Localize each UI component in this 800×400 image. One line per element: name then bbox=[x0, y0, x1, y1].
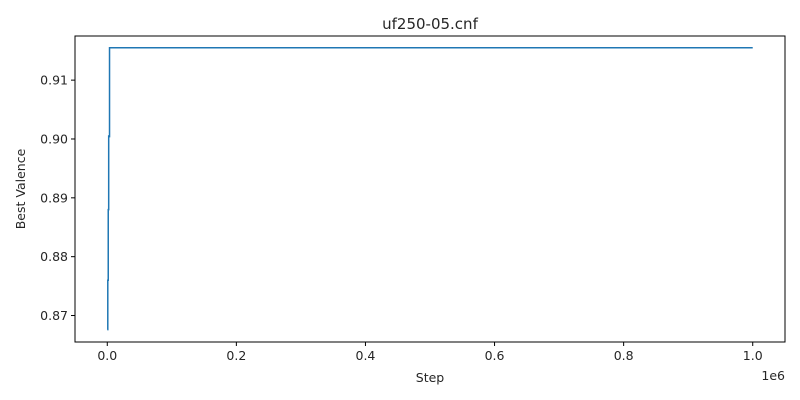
y-tick-label: 0.89 bbox=[40, 190, 68, 205]
y-tick-label: 0.90 bbox=[40, 131, 68, 146]
series-line bbox=[107, 47, 753, 331]
x-axis-offset-label: 1e6 bbox=[761, 368, 785, 383]
x-tick-label: 0.2 bbox=[226, 348, 246, 363]
x-axis: 0.0 0.2 0.4 0.6 0.8 1.0 bbox=[97, 342, 763, 363]
x-tick-label: 0.0 bbox=[97, 348, 117, 363]
x-tick-label: 0.6 bbox=[485, 348, 505, 363]
x-tick-label: 1.0 bbox=[743, 348, 763, 363]
y-tick-label: 0.88 bbox=[40, 249, 68, 264]
x-tick-label: 0.8 bbox=[614, 348, 634, 363]
x-axis-label: Step bbox=[416, 370, 445, 385]
chart-title: uf250-05.cnf bbox=[382, 15, 478, 33]
plot-frame bbox=[74, 35, 786, 343]
plot-area bbox=[107, 47, 753, 331]
y-axis-label: Best Valence bbox=[13, 148, 28, 229]
y-tick-label: 0.87 bbox=[40, 308, 68, 323]
y-axis: 0.87 0.88 0.89 0.90 0.91 bbox=[40, 73, 75, 323]
x-tick-label: 0.4 bbox=[356, 348, 376, 363]
y-tick-label: 0.91 bbox=[40, 73, 68, 88]
